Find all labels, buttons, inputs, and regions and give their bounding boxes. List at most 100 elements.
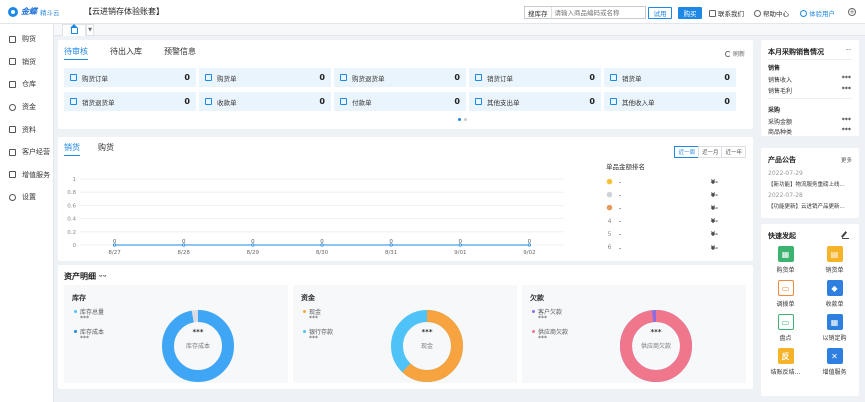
tab-pending-review[interactable]: 待审核 bbox=[64, 46, 88, 60]
list-item[interactable]: - ¥- bbox=[606, 188, 718, 201]
todo-tile[interactable]: 其他支出单 0 bbox=[469, 92, 601, 111]
range-month-button[interactable]: 近一月 bbox=[697, 146, 723, 158]
todo-tile[interactable]: 收款单 0 bbox=[199, 92, 331, 111]
todo-tile[interactable]: 销货单 0 bbox=[604, 68, 736, 87]
carousel-dots bbox=[458, 118, 470, 121]
contact-link[interactable]: 联系我们 bbox=[709, 8, 744, 18]
sidebar-item-purchase[interactable]: 购货 bbox=[0, 28, 53, 51]
tab-pending-stock[interactable]: 待出入库 bbox=[110, 47, 142, 56]
search-label[interactable]: 搜库存 bbox=[525, 7, 552, 18]
list-item[interactable]: 5- ¥- bbox=[606, 228, 718, 241]
quick-sales-based-purchase[interactable]: ▦ 以销定购 bbox=[810, 314, 859, 342]
notice-link[interactable]: 【功能更新】云进销产品更新... bbox=[768, 204, 845, 210]
quick-stocktake[interactable]: ▭ 盘点 bbox=[761, 314, 810, 342]
carousel-dot[interactable] bbox=[458, 118, 461, 121]
donut-segment bbox=[162, 310, 234, 382]
trial-button[interactable]: 试用 bbox=[648, 7, 672, 19]
more-link[interactable]: 更多 bbox=[840, 158, 852, 164]
data-point[interactable] bbox=[112, 243, 117, 247]
legend-value: *** bbox=[309, 335, 318, 342]
sidebar-item-warehouse[interactable]: 仓库 bbox=[0, 73, 53, 96]
rank-number: 5 bbox=[607, 230, 612, 238]
sales-icon bbox=[9, 58, 16, 66]
data-point[interactable] bbox=[320, 243, 324, 247]
search-input[interactable] bbox=[551, 8, 632, 17]
list-item[interactable]: - ¥- bbox=[606, 175, 718, 188]
refresh-button[interactable]: 刷新 bbox=[724, 49, 745, 58]
list-item[interactable]: - ¥- bbox=[606, 201, 718, 214]
todo-tile[interactable]: 购货单 0 bbox=[199, 68, 331, 87]
todo-tile[interactable]: 销货订单 0 bbox=[469, 68, 601, 87]
y-tick-label: 0.6 bbox=[67, 203, 76, 209]
tab-home[interactable] bbox=[62, 23, 86, 36]
help-link[interactable]: 帮助中心 bbox=[754, 8, 789, 18]
y-tick-label: 0.4 bbox=[67, 217, 76, 223]
todo-tile[interactable]: 付款单 0 bbox=[334, 92, 466, 111]
notice-link[interactable]: 【新功能】物流服务重磅上线... bbox=[768, 182, 845, 188]
sidebar-item-label: 仓库 bbox=[22, 80, 36, 89]
rank-value: ¥- bbox=[710, 203, 718, 212]
assets-title-text: 资产明细 bbox=[64, 272, 96, 281]
legend-item: 银行存款 bbox=[303, 327, 333, 336]
todo-tile[interactable]: 其他收入单 0 bbox=[604, 92, 736, 111]
sidebar-item-funds[interactable]: 资金 bbox=[0, 96, 53, 119]
quick-value-added[interactable]: ✕ 增值服务 bbox=[810, 348, 859, 376]
data-point[interactable] bbox=[458, 243, 462, 247]
todo-tile[interactable]: 销货退货单 0 bbox=[64, 92, 196, 111]
edit-icon[interactable] bbox=[842, 232, 849, 239]
purchase-header: 采购 bbox=[768, 107, 781, 114]
logo[interactable]: 金蝶 精斗云 bbox=[0, 6, 80, 17]
todo-tile[interactable]: 购货退货单 0 bbox=[334, 68, 466, 87]
sidebar-item-customer[interactable]: 客户经营 bbox=[0, 141, 53, 164]
sidebar-item-sales[interactable]: 销货 bbox=[0, 51, 53, 74]
quick-reverse-close[interactable]: 反结账反结... bbox=[761, 348, 810, 376]
quick-receipt[interactable]: ◆ 收款单 bbox=[810, 280, 859, 308]
refresh-icon bbox=[724, 50, 731, 57]
sidebar-item-settings[interactable]: 设置 bbox=[0, 186, 53, 209]
todo-tabs: 待审核 待出入库 预警信息 bbox=[64, 46, 218, 60]
data-point[interactable] bbox=[527, 243, 532, 247]
carousel-dot[interactable] bbox=[464, 118, 467, 121]
tab-warnings[interactable]: 预警信息 bbox=[164, 47, 196, 56]
quick-label: 增值服务 bbox=[822, 369, 847, 376]
bronze-medal-icon bbox=[606, 203, 613, 212]
rank-number: 6 bbox=[607, 244, 612, 252]
sales-order-icon bbox=[475, 74, 482, 81]
data-label: 0 bbox=[113, 239, 117, 245]
rank-name: - bbox=[619, 203, 622, 212]
eye-icon[interactable]: ᵕᵕ bbox=[846, 47, 851, 54]
plus-icon[interactable]: + bbox=[848, 8, 856, 16]
range-year-button[interactable]: 近一年 bbox=[721, 146, 746, 158]
sidebar-item-service[interactable]: 增值服务 bbox=[0, 164, 53, 187]
donut-label: 库存成本 bbox=[185, 343, 210, 350]
donut-value: *** bbox=[421, 328, 433, 336]
buy-button[interactable]: 购买 bbox=[678, 7, 702, 19]
data-point[interactable] bbox=[389, 243, 393, 247]
legend-item: 现金 bbox=[303, 307, 321, 316]
receipt-icon bbox=[205, 98, 212, 105]
top-bar: 金蝶 精斗云 【云进销存体验账套】 搜库存 试用 购买 联系我们 帮助中心 体验… bbox=[0, 0, 865, 24]
todo-panel: 待审核 待出入库 预警信息 刷新 购货订单 0 购货单 0 购货退货单 0 销货订单 0… bbox=[58, 40, 753, 129]
tab-purchase[interactable]: 购货 bbox=[98, 143, 114, 152]
todo-tile[interactable]: 购货订单 0 bbox=[64, 68, 196, 87]
quick-purchase-order[interactable]: ▦ 购货单 bbox=[761, 246, 810, 274]
sales-header: 销售 bbox=[768, 65, 781, 72]
refresh-label: 刷新 bbox=[732, 51, 745, 58]
quick-sales-order[interactable]: ▤ 销货单 bbox=[810, 246, 859, 274]
inventory-donut bbox=[162, 310, 234, 382]
sidebar-item-data[interactable]: 资料 bbox=[0, 118, 53, 141]
tab-dropdown[interactable]: ▼ bbox=[86, 24, 94, 36]
tile-count: 0 bbox=[724, 73, 730, 82]
x-tick-label: 8/30 bbox=[316, 250, 329, 256]
data-point[interactable] bbox=[251, 243, 255, 247]
range-week-button[interactable]: 近一周 bbox=[674, 146, 699, 158]
list-item[interactable]: 6- ¥- bbox=[606, 241, 718, 254]
list-item[interactable]: 4- ¥- bbox=[606, 215, 718, 228]
user-menu[interactable]: 体验用户 bbox=[800, 8, 835, 18]
data-point[interactable] bbox=[182, 243, 186, 247]
tab-sales[interactable]: 销货 bbox=[64, 142, 80, 156]
eye-icon[interactable]: ᵕᵕ bbox=[98, 272, 107, 281]
quick-transfer[interactable]: ▭ 调拨单 bbox=[761, 280, 810, 308]
legend-dot bbox=[74, 330, 77, 333]
tile-label: 销货订单 bbox=[487, 74, 513, 83]
